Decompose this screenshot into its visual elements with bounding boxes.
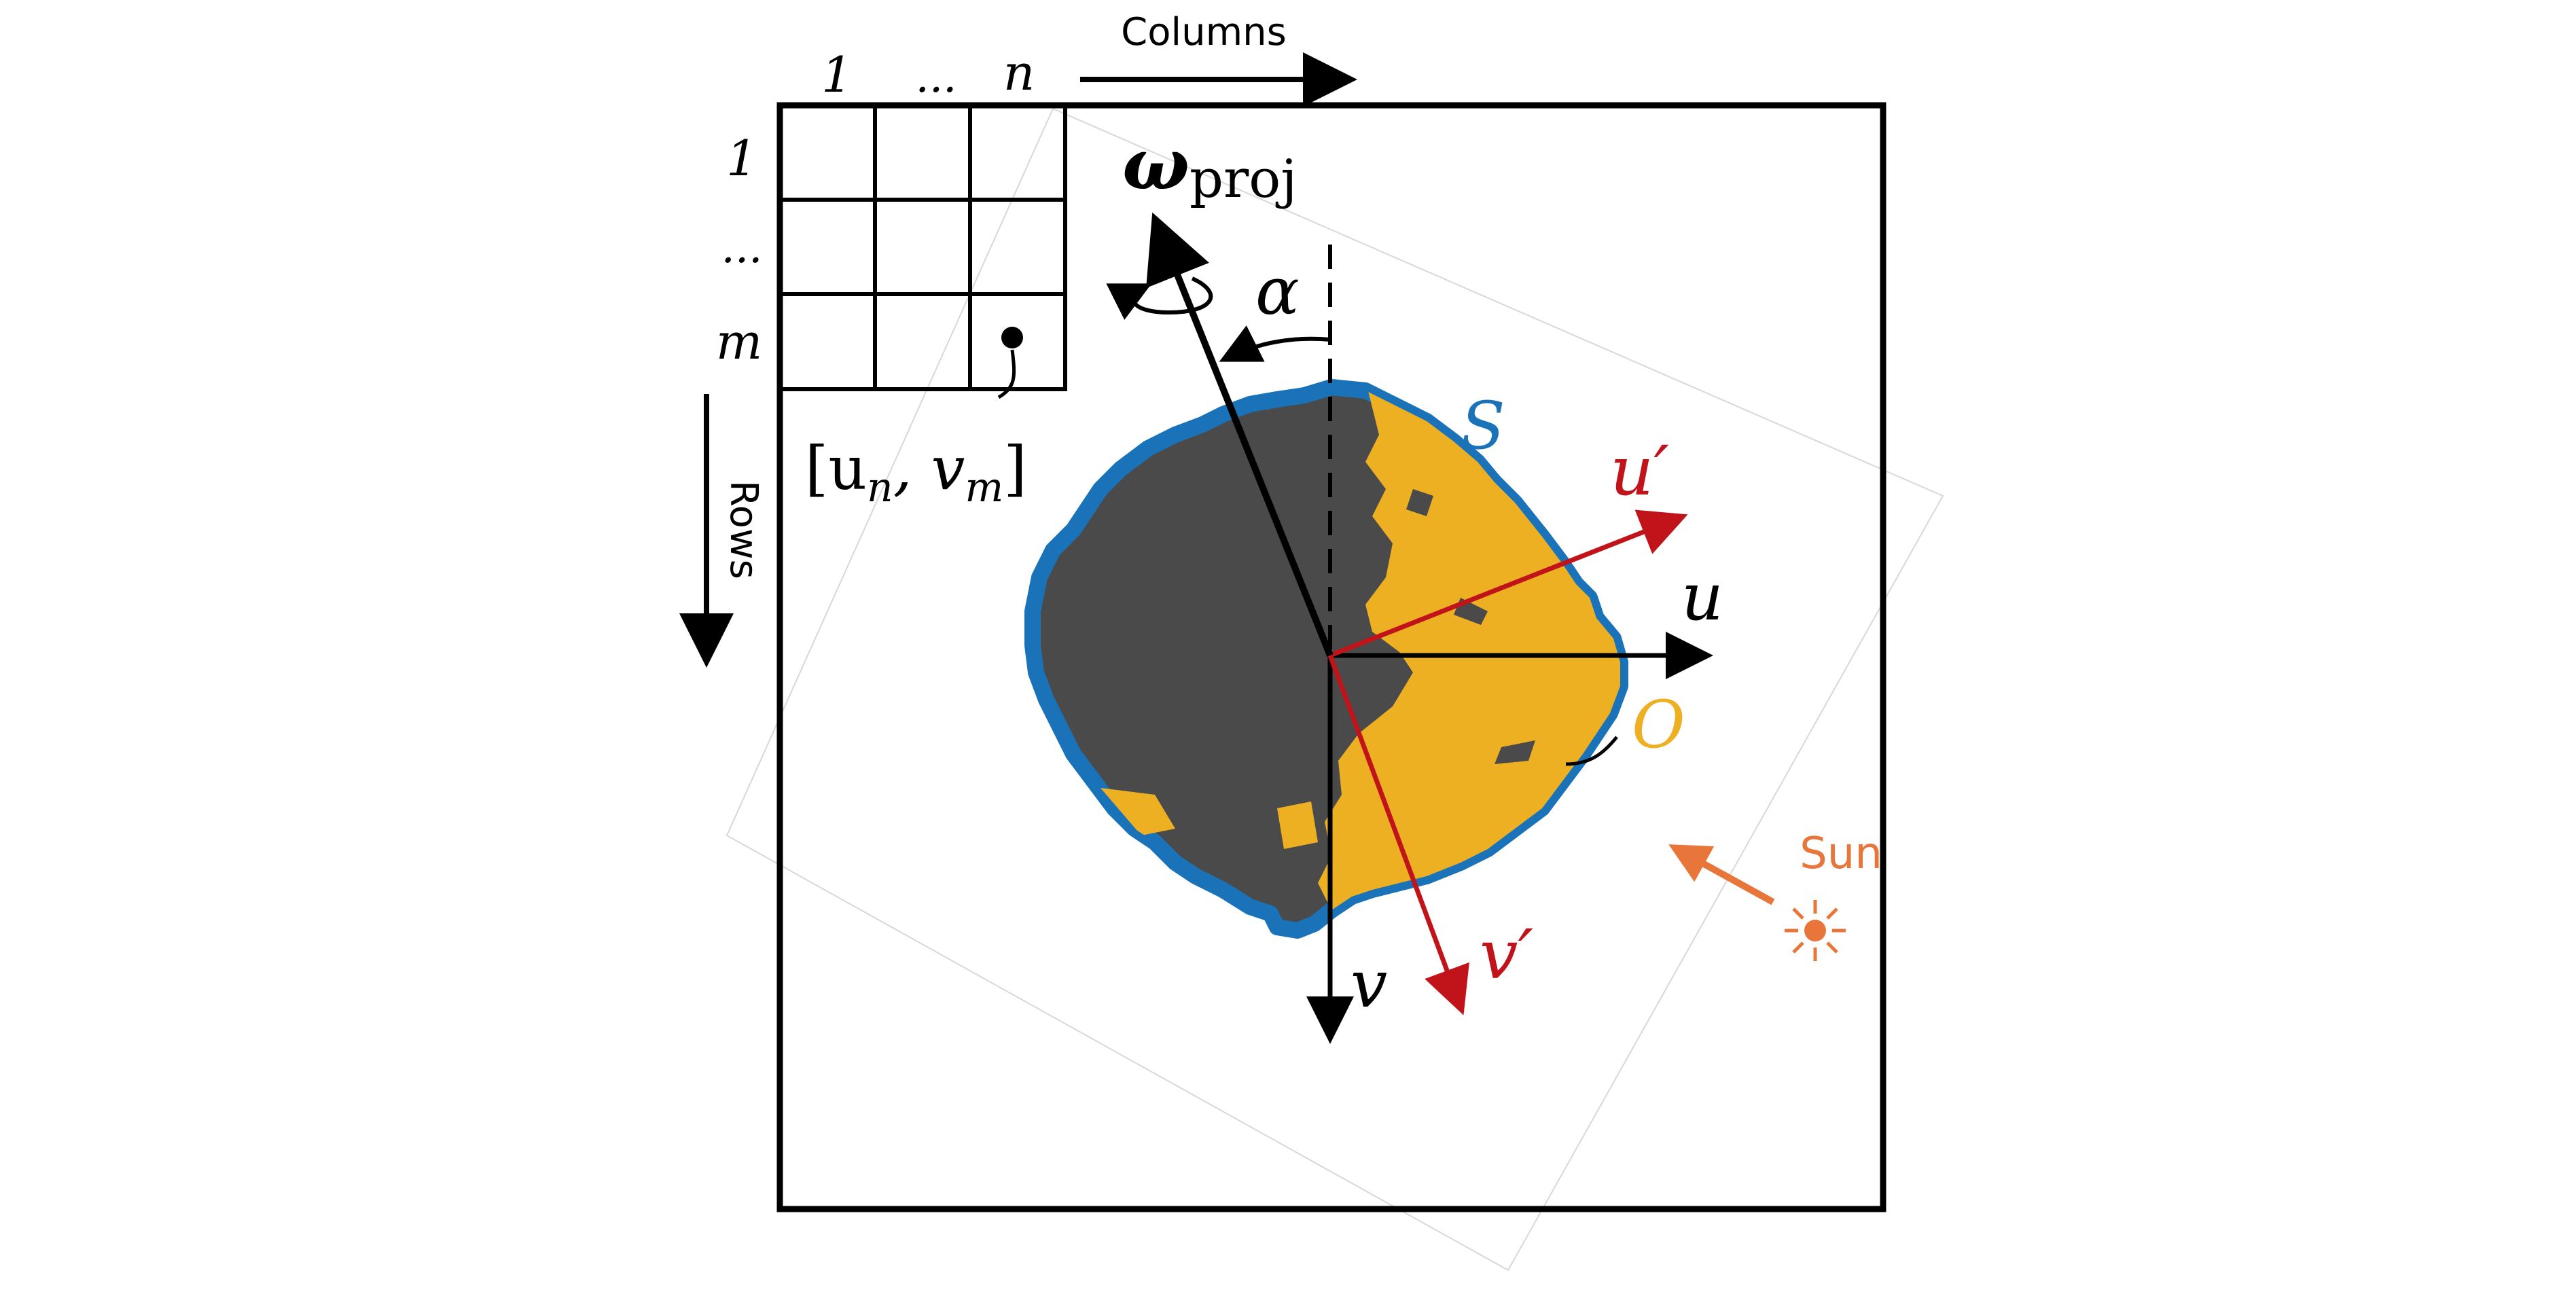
columns-label: Columns xyxy=(1121,10,1287,54)
u-axis-label: u xyxy=(1681,559,1723,635)
row-label-first: 1 xyxy=(726,130,757,187)
rows-label: Rows xyxy=(721,480,766,579)
spin-axis-label: ωproj xyxy=(1122,122,1297,210)
silhouette-label: S xyxy=(1461,388,1505,464)
illuminated-label: O xyxy=(1632,687,1685,763)
sun-icon xyxy=(1785,900,1846,961)
row-label-last: m xyxy=(716,313,762,370)
pixel-leader xyxy=(997,349,1016,399)
v-axis-label: v xyxy=(1350,946,1387,1022)
shadow-speckle-2 xyxy=(1495,740,1535,764)
pixel-grid xyxy=(778,103,1067,391)
spin-axis-arrow xyxy=(1146,212,1334,657)
v-prime-axis-label: v′ xyxy=(1480,915,1533,994)
sun-direction-arrow xyxy=(1668,844,1775,905)
alpha-label: α xyxy=(1255,253,1300,329)
tilted-frame xyxy=(726,107,1944,1272)
lit-patch-small xyxy=(1277,801,1318,849)
column-label-first: 1 xyxy=(821,46,853,103)
u-prime-axis-label: u′ xyxy=(1610,431,1669,511)
alpha-angle-arc xyxy=(1219,325,1331,362)
v-prime-axis-arrow xyxy=(1327,654,1469,1015)
column-label-last: n xyxy=(1003,44,1035,101)
lit-patch-lower xyxy=(1101,788,1175,835)
illuminated-leader xyxy=(1565,736,1618,766)
pixel-coordinate-label: [un, vm] xyxy=(805,433,1027,511)
column-label-dots: ... xyxy=(915,52,956,103)
sun-label: Sun xyxy=(1800,829,1882,879)
u-prime-axis-arrow xyxy=(1329,509,1688,658)
pixel-dot xyxy=(1001,327,1023,348)
shadow-speckle-3 xyxy=(1406,489,1433,516)
row-label-dots: ... xyxy=(721,223,762,273)
rotation-indicator xyxy=(1106,276,1213,321)
